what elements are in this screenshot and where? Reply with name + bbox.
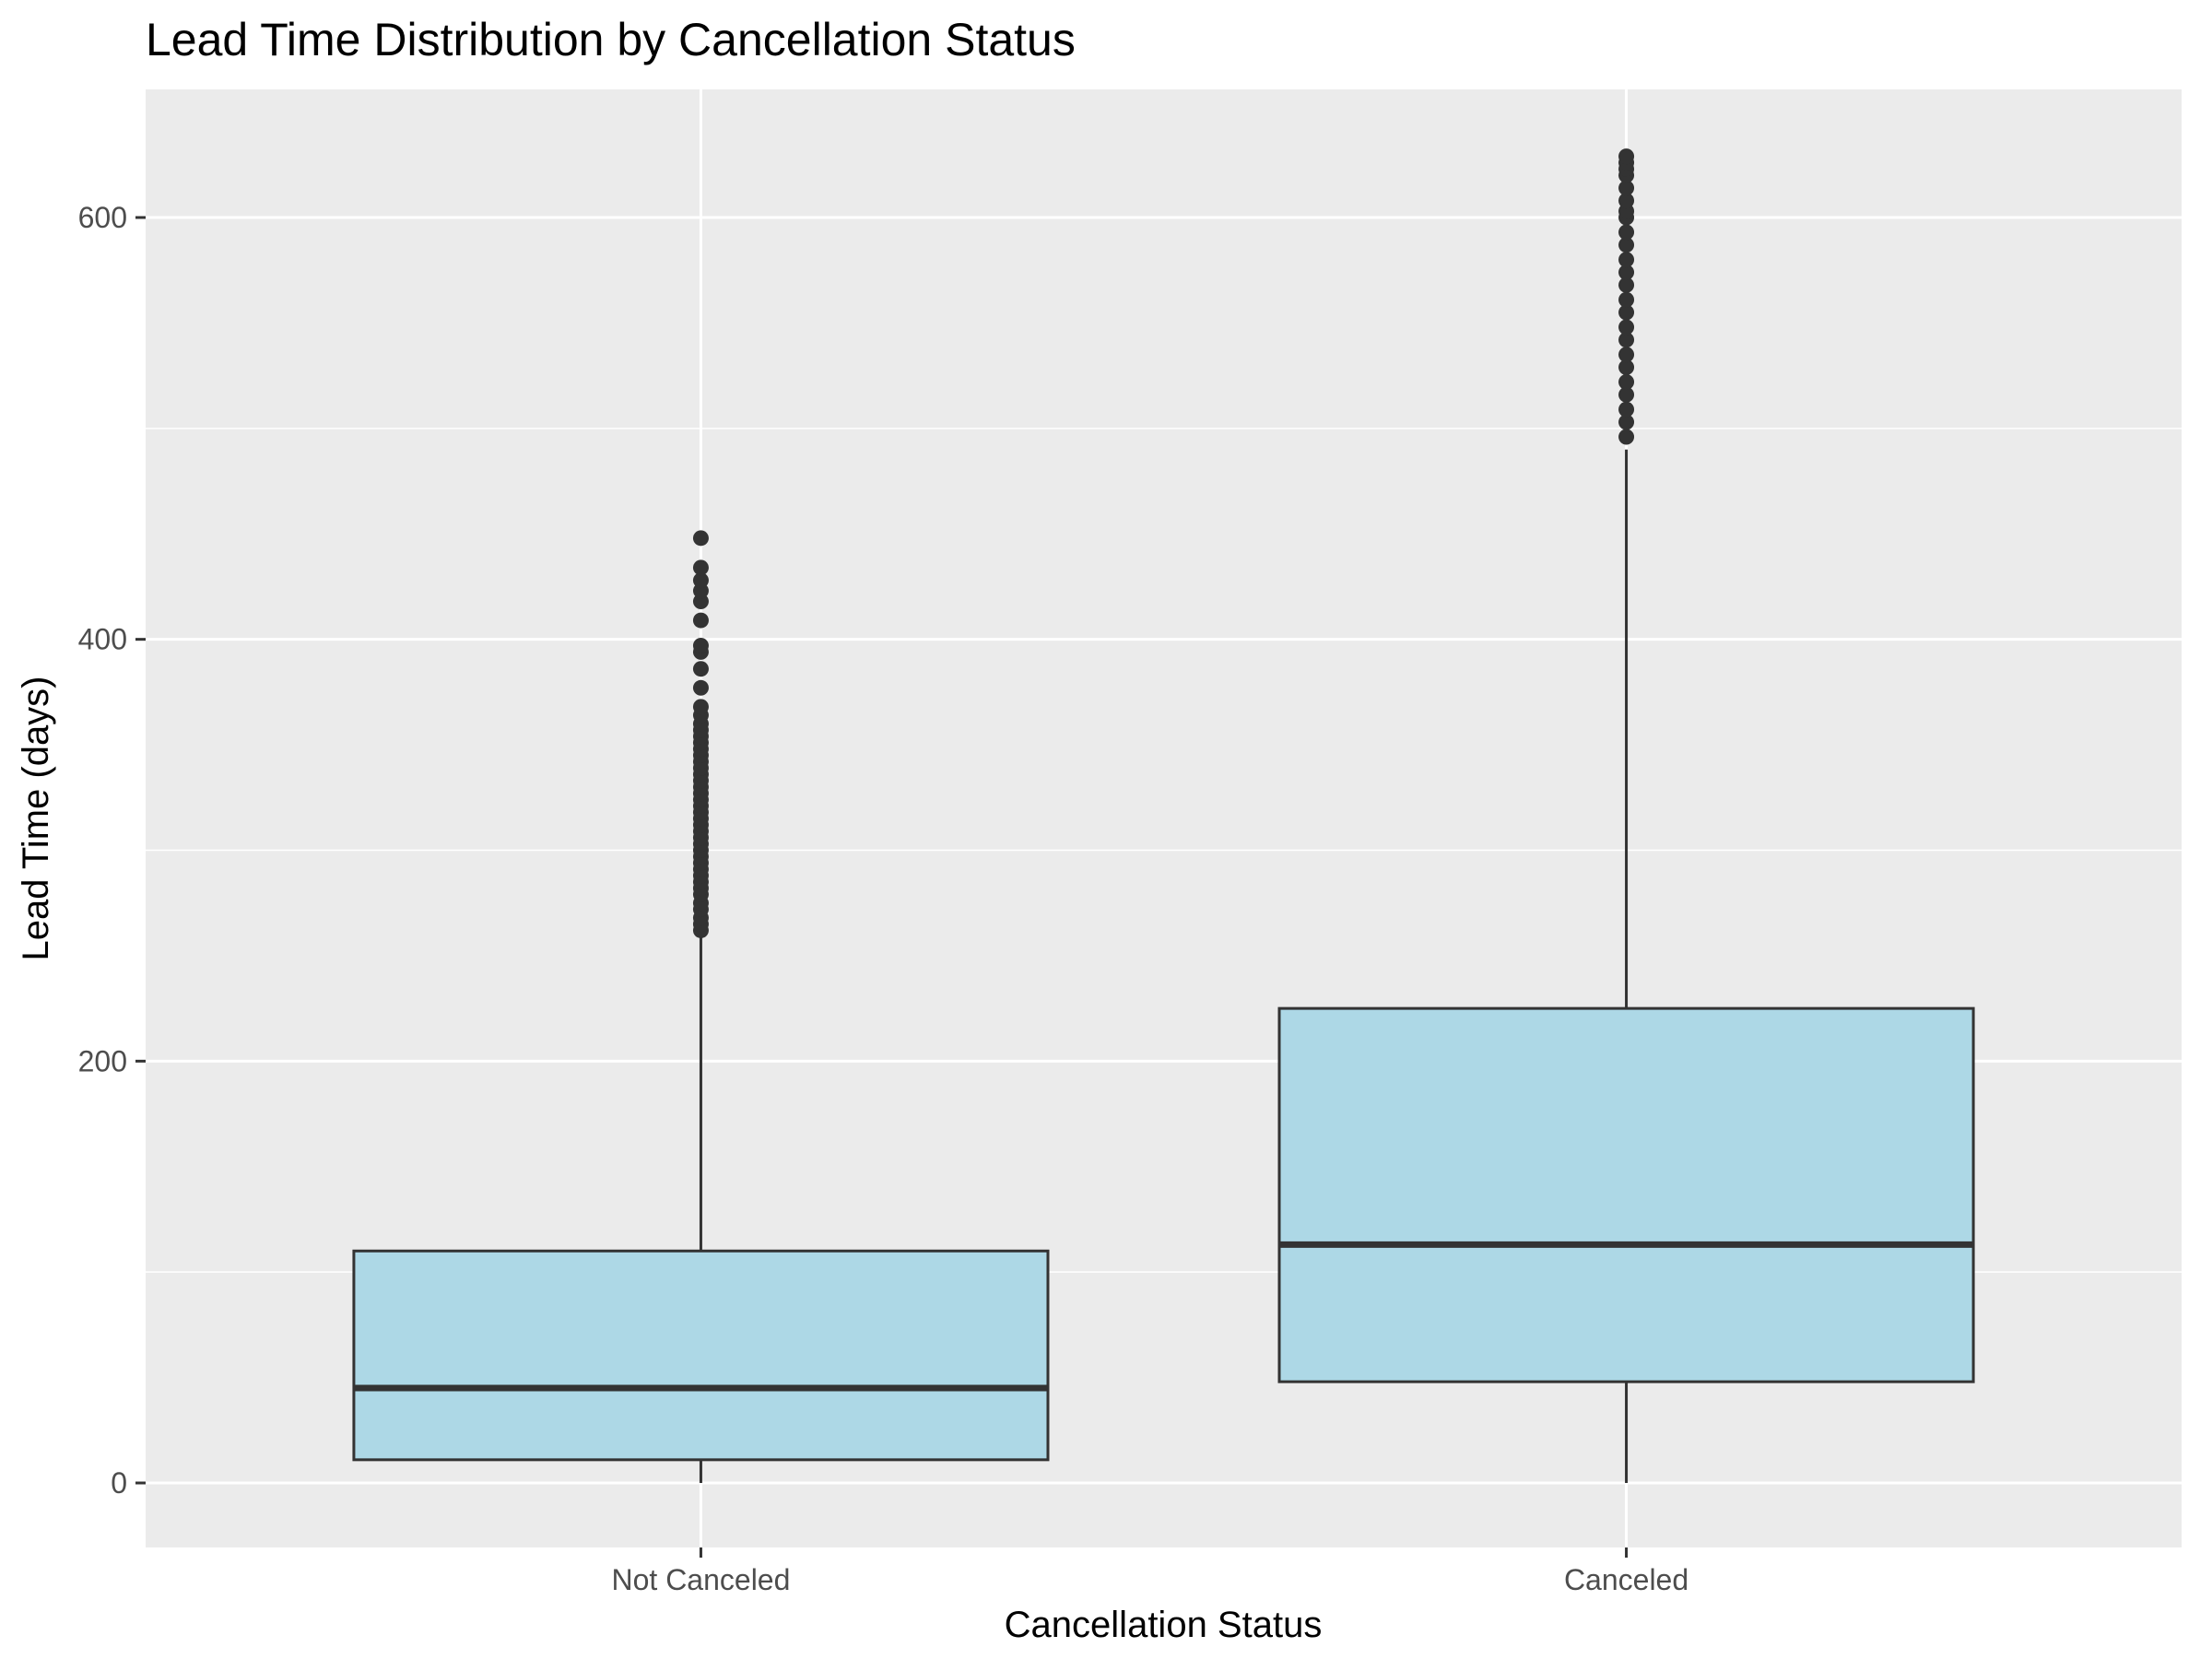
outlier-point xyxy=(1618,304,1635,321)
outlier-point xyxy=(1618,414,1635,430)
outlier-point xyxy=(1618,429,1635,445)
outlier-point xyxy=(1618,193,1635,209)
x-axis-title: Cancellation Status xyxy=(1005,1605,1323,1645)
outlier-point xyxy=(1618,264,1635,280)
outlier-point xyxy=(1618,180,1635,196)
outlier-point xyxy=(692,679,709,696)
outlier-point xyxy=(1618,373,1635,390)
y-tick-label: 200 xyxy=(78,1044,127,1077)
outlier-point xyxy=(1618,401,1635,418)
iqr-box xyxy=(352,1249,1050,1462)
outlier-point xyxy=(1618,224,1635,241)
box-series xyxy=(352,148,1975,1483)
outlier-point xyxy=(1618,347,1635,363)
y-tick-label: 600 xyxy=(78,201,127,234)
outlier-point xyxy=(692,638,709,654)
outlier-point xyxy=(692,661,709,677)
outlier-point xyxy=(1618,252,1635,268)
outlier-point xyxy=(1618,148,1635,165)
outlier-point xyxy=(1618,237,1635,253)
x-tick-label: Not Canceled xyxy=(612,1563,791,1596)
y-tick-label: 400 xyxy=(78,623,127,656)
y-tick-label: 0 xyxy=(111,1466,127,1500)
outlier-point xyxy=(692,699,709,715)
x-axis: Not Canceled Canceled xyxy=(612,1547,1688,1596)
outlier-point xyxy=(692,572,709,589)
y-axis: 0 200 400 600 xyxy=(78,201,146,1500)
outlier-point xyxy=(692,612,709,629)
outlier-point xyxy=(1618,291,1635,308)
outlier-point xyxy=(1618,319,1635,335)
iqr-box xyxy=(1277,1006,1975,1383)
x-tick-label: Canceled xyxy=(1564,1563,1688,1596)
box-not-canceled xyxy=(352,530,1050,1483)
outlier-point xyxy=(1618,332,1635,348)
box-canceled xyxy=(1277,148,1975,1483)
outlier-point xyxy=(692,530,709,547)
outlier-point xyxy=(1618,359,1635,375)
outlier-point xyxy=(1618,276,1635,293)
chart-title: Lead Time Distribution by Cancellation S… xyxy=(146,14,1076,65)
y-axis-title: Lead Time (days) xyxy=(16,676,56,960)
outlier-point xyxy=(692,559,709,576)
outlier-point xyxy=(1618,386,1635,403)
